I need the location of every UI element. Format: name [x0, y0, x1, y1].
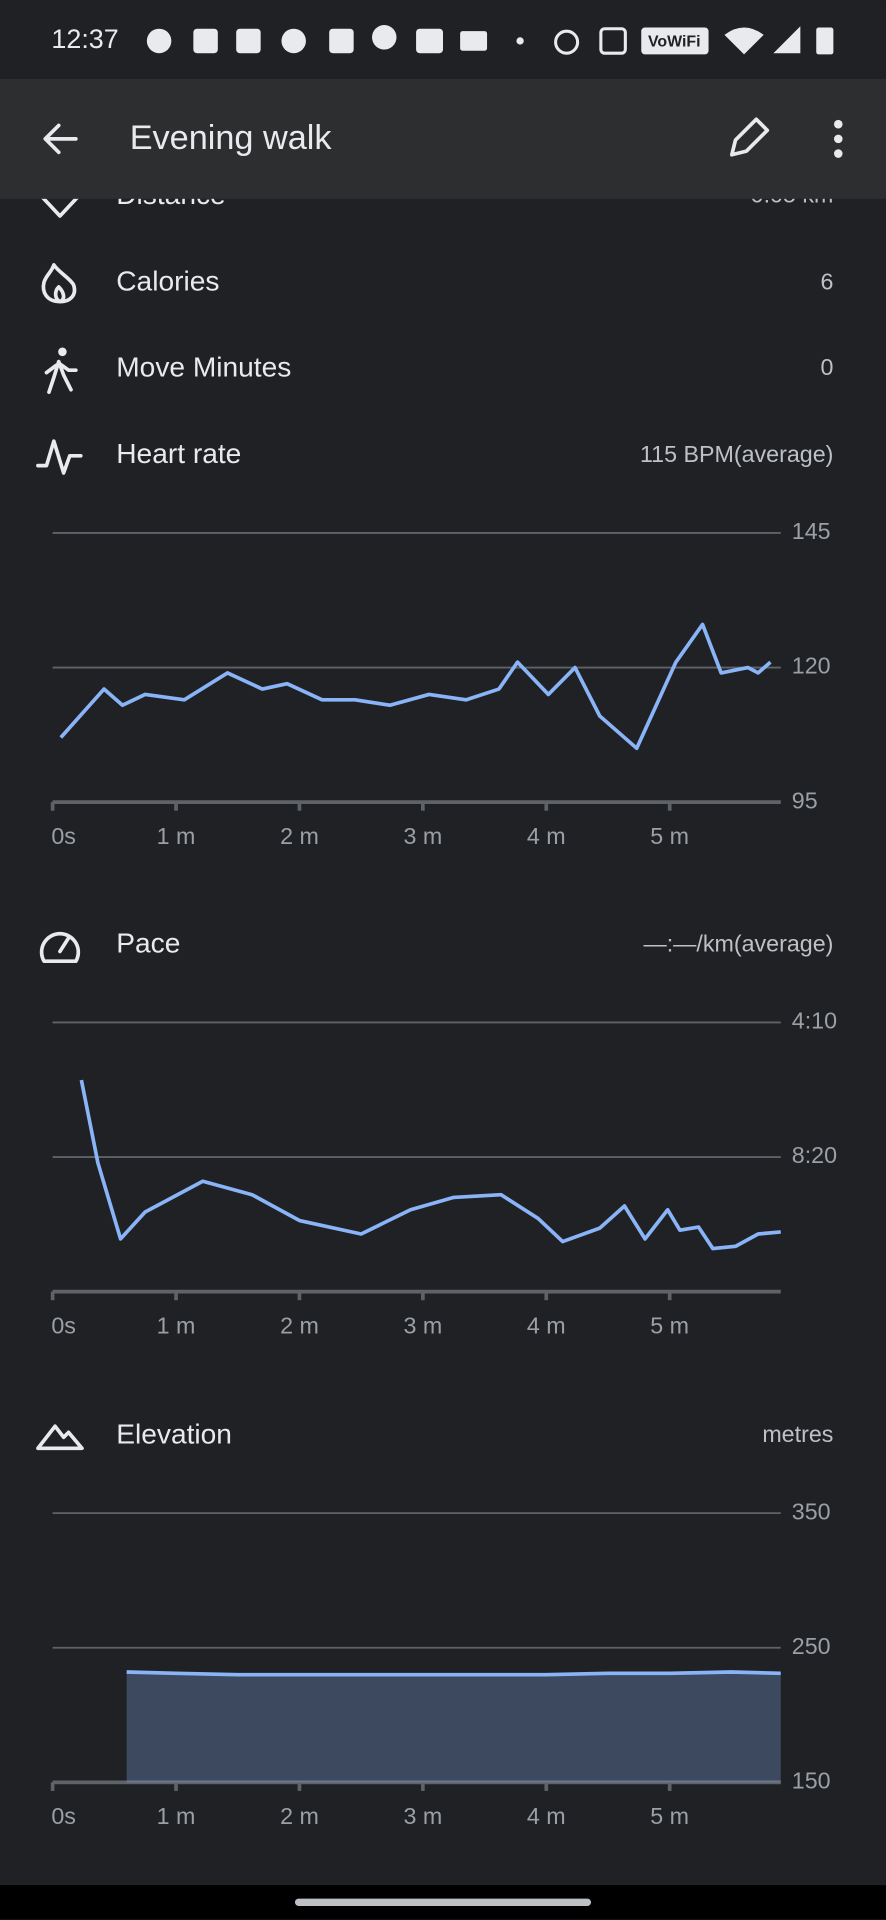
chart-subtitle: 115 BPM(average) [640, 441, 833, 467]
x-tick-label: 5 m [650, 823, 689, 849]
edit-button[interactable] [729, 117, 770, 157]
pace-icon [39, 931, 81, 964]
x-tick-label: 5 m [650, 1803, 689, 1829]
chart-subtitle: —:—/km(average) [643, 930, 833, 956]
distance-icon [39, 194, 81, 218]
y-tick-label: 95 [792, 787, 818, 813]
y-tick-label: 145 [792, 518, 831, 544]
x-tick-label: 3 m [403, 1312, 442, 1338]
y-tick-label: 4:10 [792, 1008, 837, 1034]
x-tick-label: 4 m [527, 1312, 566, 1338]
calories-icon [41, 263, 77, 304]
x-tick-label: 4 m [527, 823, 566, 849]
y-tick-label: 8:20 [792, 1142, 837, 1168]
chart-subtitle: metres [762, 1421, 833, 1447]
move-icon [44, 347, 78, 395]
x-tick-label: 0s [51, 1312, 76, 1338]
x-tick-label: 3 m [403, 1803, 442, 1829]
status-bar: 12:37 VoWiFi [0, 0, 886, 79]
data-line [79, 1079, 781, 1251]
home-handle[interactable] [294, 1898, 592, 1906]
nav-bar [0, 1885, 886, 1920]
x-tick-label: 1 m [157, 1803, 196, 1829]
chart-title: Elevation [116, 1418, 232, 1449]
x-tick-label: 1 m [157, 823, 196, 849]
heart-rate-icon [36, 439, 83, 475]
y-tick-label: 120 [792, 653, 831, 679]
header: Evening walk [0, 78, 886, 199]
stat-label: Calories [116, 266, 219, 297]
x-tick-label: 1 m [157, 1312, 196, 1338]
stat-label: Move Minutes [116, 351, 291, 382]
data-line [126, 1670, 781, 1677]
elevation-icon [36, 1424, 84, 1451]
x-tick-label: 2 m [280, 823, 319, 849]
x-tick-label: 0s [51, 823, 76, 849]
x-tick-label: 4 m [527, 1803, 566, 1829]
header-title: Evening walk [130, 119, 333, 157]
stat-value: 0 [820, 354, 833, 380]
x-tick-label: 2 m [280, 1803, 319, 1829]
data-line [59, 622, 772, 751]
x-tick-label: 5 m [650, 1312, 689, 1338]
x-tick-label: 3 m [403, 823, 442, 849]
wifi-label: VoWiFi [648, 33, 701, 50]
x-tick-label: 2 m [280, 1312, 319, 1338]
y-tick-label: 150 [792, 1768, 831, 1794]
chart-title: Pace [116, 928, 180, 959]
x-tick-label: 0s [51, 1803, 76, 1829]
back-button[interactable] [43, 123, 78, 155]
status-time: 12:37 [51, 24, 118, 54]
stat-value: 6 [820, 268, 833, 294]
more-button[interactable] [833, 119, 843, 158]
y-tick-label: 350 [792, 1498, 831, 1524]
y-tick-label: 250 [792, 1633, 831, 1659]
data-area [126, 1671, 781, 1783]
chart-title: Heart rate [116, 438, 241, 469]
charts: Heart rate 115 BPM(average) 95 120 145 0s 1 m 2… [50, 438, 837, 1829]
